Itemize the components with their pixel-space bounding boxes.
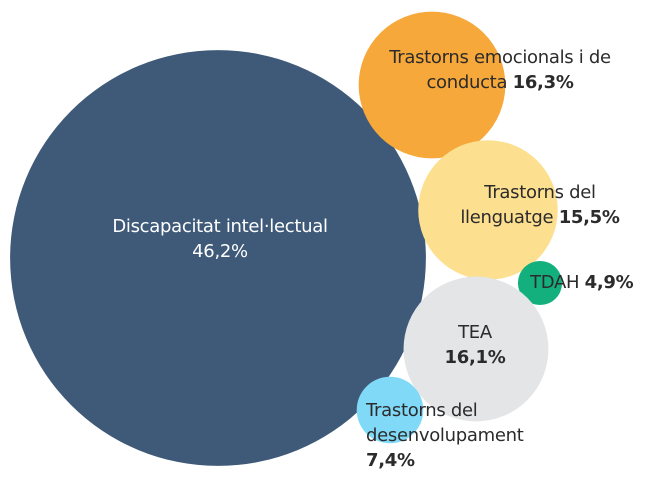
value-label: 46,2% — [192, 241, 248, 262]
category-name: Trastorns del desenvolupament — [366, 400, 524, 446]
value-label: 16,3% — [512, 72, 574, 93]
value-label: 7,4% — [366, 450, 415, 471]
bubble-label: Trastorns del llenguatge 15,5% — [440, 180, 640, 230]
bubble-label: Trastorns del desenvolupament 7,4% — [366, 398, 566, 473]
bubble-label: Trastorns emocionals i de conducta 16,3% — [380, 45, 620, 95]
bubble-label: TEA 16,1% — [415, 320, 535, 370]
bubble — [403, 276, 549, 422]
value-label: 16,1% — [444, 347, 506, 368]
category-name: Trastorns del llenguatge — [460, 182, 596, 228]
category-name: TDAH — [530, 272, 580, 293]
bubble — [358, 11, 506, 159]
bubble — [517, 260, 563, 306]
category-name: Discapacitat intel·lectual — [112, 216, 328, 237]
category-name: TEA — [458, 322, 492, 343]
bubble-label: Discapacitat intel·lectual 46,2% — [80, 214, 360, 264]
bubble — [356, 376, 424, 444]
bubble — [418, 140, 558, 280]
category-name: Trastorns emocionals i de conducta — [389, 47, 611, 93]
value-label: 4,9% — [584, 272, 634, 293]
value-label: 15,5% — [558, 207, 620, 228]
bubble — [10, 50, 426, 466]
bubble-label: TDAH 4,9% — [530, 270, 668, 295]
